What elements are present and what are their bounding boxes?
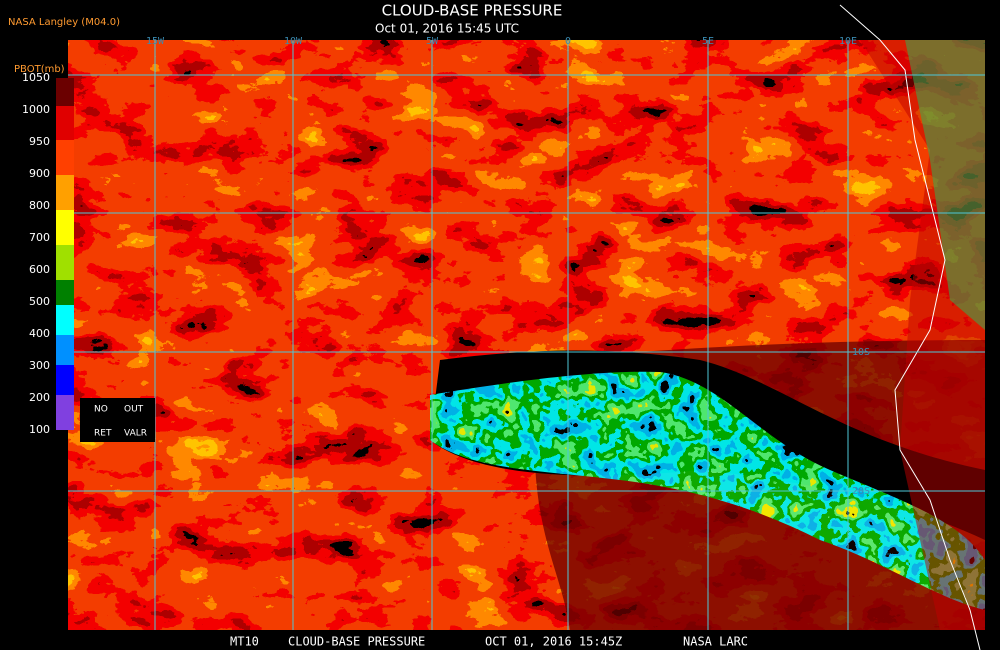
- color-legend: [56, 78, 155, 442]
- legend-note: RET: [94, 429, 112, 439]
- legend-note: NO: [94, 405, 108, 415]
- legend-label: 400: [29, 327, 50, 340]
- graticule: [68, 40, 985, 630]
- legend-label: 800: [29, 199, 50, 212]
- legend-label: 1000: [22, 103, 50, 116]
- latitude-label: 20S: [852, 486, 870, 497]
- legend-title: PBOT(mb): [14, 64, 65, 75]
- legend-note: OUT: [124, 405, 144, 415]
- legend-label: 500: [29, 295, 50, 308]
- legend-label: 700: [29, 231, 50, 244]
- legend-label: 1050: [22, 71, 50, 84]
- footer-text: MT10: [230, 635, 259, 649]
- source-label: NASA Langley (M04.0): [8, 17, 120, 28]
- coastline: [839, 4, 981, 650]
- longitude-label: 15W: [146, 36, 165, 47]
- longitude-label: 10E: [839, 36, 857, 47]
- legend-label: 950: [29, 135, 50, 148]
- timestamp: Oct 01, 2016 15:45 UTC: [375, 22, 519, 36]
- legend-label: 600: [29, 263, 50, 276]
- longitude-label: 0: [565, 36, 571, 47]
- footer-text: OCT 01, 2016 15:45Z: [485, 635, 622, 649]
- longitude-label: 10W: [284, 36, 303, 47]
- legend-label: 900: [29, 167, 50, 180]
- latitude-label: 10S: [852, 347, 870, 358]
- title: CLOUD-BASE PRESSURE: [382, 2, 563, 20]
- longitude-label: 5E: [702, 36, 714, 47]
- legend-label: 100: [29, 423, 50, 436]
- legend-label: 200: [29, 391, 50, 404]
- imagery: [68, 40, 985, 630]
- footer-text: NASA LARC: [683, 635, 748, 649]
- footer-text: CLOUD-BASE PRESSURE: [288, 635, 425, 649]
- legend-note: VALR: [124, 429, 147, 439]
- longitude-label: 5W: [426, 36, 439, 47]
- legend-label: 300: [29, 359, 50, 372]
